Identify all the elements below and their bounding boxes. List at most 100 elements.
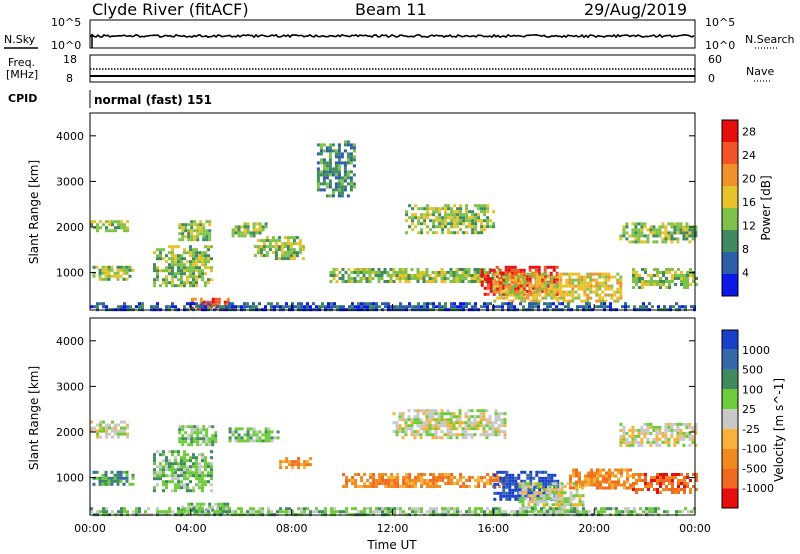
power-echo-cell (156, 305, 159, 309)
power-echo-cell (456, 231, 460, 235)
power-echo-cell (333, 302, 336, 306)
velocity-echo-cell (219, 507, 222, 511)
power-echo-cell (383, 268, 387, 271)
velocity-echo-cell (201, 471, 204, 475)
power-echo-cell (195, 260, 198, 264)
velocity-echo-cell (533, 509, 537, 513)
power-echo-cell (343, 161, 347, 165)
velocity-echo-cell (541, 491, 545, 495)
power-echo-cell (428, 274, 432, 277)
power-echo-cell (210, 266, 213, 270)
power-echo-cell (489, 225, 493, 229)
velocity-echo-cell (171, 510, 174, 514)
velocity-echo-cell (659, 476, 662, 479)
power-echo-cell (99, 302, 102, 306)
velocity-echo-cell (234, 427, 238, 431)
velocity-echo-cell (541, 485, 545, 489)
velocity-echo-cell (476, 421, 480, 425)
velocity-echo-cell (499, 491, 503, 495)
power-echo-cell (586, 287, 590, 291)
velocity-echo-cell (270, 510, 273, 514)
power-echo-cell (680, 274, 683, 277)
velocity-echo-cell (572, 497, 576, 501)
power-echo-cell (423, 216, 427, 220)
velocity-echo-cell (125, 473, 129, 477)
velocity-echo-cell (168, 474, 171, 478)
power-echo-cell (126, 220, 129, 224)
velocity-echo-cell (285, 457, 289, 461)
velocity-echo-cell (677, 485, 680, 488)
power-echo-cell (474, 216, 478, 220)
power-echo-cell (231, 234, 235, 238)
velocity-echo-cell (670, 422, 674, 426)
velocity-echo-cell (192, 456, 195, 460)
velocity-echo-cell (590, 483, 593, 487)
velocity-echo-cell (435, 479, 439, 482)
power-echo-cell (420, 305, 423, 309)
power-echo-cell (389, 280, 393, 283)
power-echo-cell (505, 287, 509, 291)
power-echo-cell (495, 305, 498, 309)
velocity-echo-cell (404, 427, 408, 431)
velocity-echo-cell (444, 473, 448, 476)
power-echo-cell (192, 260, 195, 264)
velocity-echo-cell (647, 482, 650, 485)
velocity-echo-cell (413, 409, 417, 413)
velocity-echo-cell (449, 421, 453, 425)
power-echo-cell (255, 305, 258, 309)
velocity-echo-cell (178, 440, 182, 444)
power-echo-cell (211, 303, 215, 307)
velocity-echo-cell (345, 510, 348, 514)
power-echo-cell (694, 228, 698, 232)
power-echo-cell (632, 271, 635, 274)
velocity-echo-cell (231, 510, 234, 514)
power-echo-cell (362, 277, 366, 280)
velocity-echo-cell (511, 494, 515, 498)
power-echo-cell (324, 305, 327, 309)
power-echo-cell (181, 238, 185, 242)
power-echo-cell (685, 234, 689, 238)
velocity-echo-cell (497, 433, 501, 437)
power-echo-cell (668, 271, 671, 274)
power-echo-cell (514, 296, 518, 300)
power-echo-cell (90, 305, 93, 309)
power-echo-cell (186, 302, 189, 306)
power-echo-cell (695, 283, 698, 286)
velocity-echo-cell (551, 503, 555, 507)
velocity-echo-cell (398, 412, 402, 416)
velocity-echo-cell (378, 510, 381, 514)
power-echo-cell (189, 284, 192, 288)
power-echo-cell (483, 204, 487, 208)
velocity-echo-cell (573, 510, 576, 514)
velocity-echo-cell (416, 433, 420, 437)
velocity-echo-cell (655, 443, 659, 447)
velocity-echo-cell (98, 476, 102, 480)
power-echo-cell (543, 302, 546, 306)
power-echo-cell (651, 305, 654, 309)
velocity-echo-cell (449, 418, 453, 422)
velocity-echo-cell (626, 474, 629, 478)
velocity-echo-cell (168, 462, 171, 466)
power-echo-cell (286, 257, 290, 261)
power-echo-cell (153, 269, 156, 273)
velocity-echo-cell (546, 510, 549, 514)
velocity-echo-cell (514, 497, 518, 501)
velocity-echo-cell (425, 433, 429, 437)
velocity-echo-cell (470, 424, 474, 428)
power-echo-cell (183, 272, 186, 276)
velocity-echo-cell (685, 425, 689, 429)
velocity-echo-cell (572, 468, 575, 472)
velocity-echo-cell (428, 412, 432, 416)
velocity-echo-cell (171, 477, 174, 481)
velocity-echo-cell (408, 479, 412, 482)
velocity-echo-cell (252, 427, 256, 431)
power-echo-cell (177, 260, 180, 264)
velocity-echo-cell (125, 479, 129, 483)
velocity-echo-cell (489, 476, 493, 479)
power-echo-cell (627, 305, 630, 309)
velocity-echo-cell (662, 476, 665, 479)
power-echo-cell (374, 271, 378, 274)
velocity-echo-cell (518, 491, 522, 495)
power-echo-cell (340, 152, 344, 156)
power-echo-cell (168, 281, 171, 285)
